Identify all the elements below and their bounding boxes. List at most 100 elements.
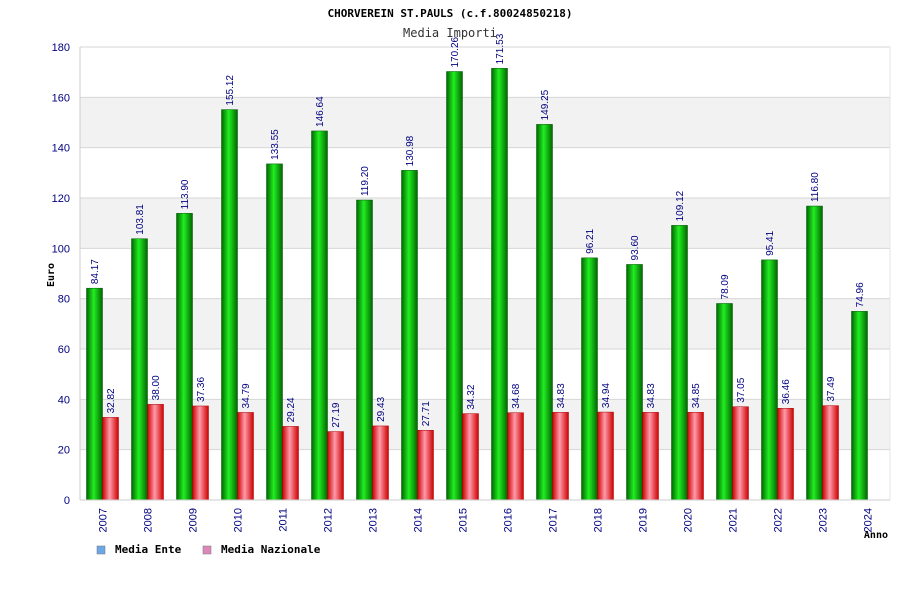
value-label: 37.36	[196, 377, 207, 402]
value-label: 27.71	[421, 401, 432, 426]
value-label: 34.83	[646, 383, 657, 408]
y-axis-label: Euro	[46, 263, 57, 287]
value-label: 34.94	[601, 383, 612, 408]
value-label: 78.09	[720, 274, 731, 299]
bar-media-ente	[716, 303, 733, 501]
y-tick-label: 100	[52, 243, 70, 255]
value-label: 93.60	[630, 235, 641, 260]
legend-label: Media Nazionale	[221, 543, 321, 556]
grid-band	[80, 198, 890, 249]
value-label: 119.20	[360, 166, 371, 196]
x-tick-label: 2021	[728, 508, 740, 532]
bar-media-ente	[176, 213, 193, 501]
value-label: 96.21	[585, 228, 596, 253]
value-label: 146.64	[315, 96, 326, 127]
value-label: 36.46	[781, 379, 792, 404]
x-tick-label: 2020	[683, 508, 695, 532]
bar-media-ente	[851, 311, 868, 501]
value-label: 116.80	[810, 172, 821, 202]
y-tick-label: 0	[64, 495, 70, 507]
legend-swatch	[96, 545, 106, 555]
bar-media-ente	[131, 238, 148, 501]
x-tick-label: 2017	[548, 508, 560, 532]
bar-media-nazionale	[327, 431, 344, 501]
x-tick-label: 2010	[233, 508, 245, 532]
value-label: 37.49	[826, 376, 837, 401]
chart-subtitle: Media Importi	[403, 26, 497, 40]
legend: Media Ente Media Nazionale	[96, 543, 321, 556]
x-axis-ticks: 2007 2008 2009 2010 2011 2012 2013 2014 2015 2016…	[98, 508, 875, 532]
value-label: 130.98	[405, 135, 416, 166]
x-tick-label: 2015	[458, 508, 470, 532]
bar-media-ente	[266, 163, 283, 501]
value-label: 37.05	[736, 377, 747, 402]
bar-media-ente	[446, 71, 463, 501]
grid-band	[80, 97, 890, 148]
bar-media-ente	[806, 205, 823, 501]
chart-title: CHORVEREIN ST.PAULS (c.f.80024850218)	[327, 7, 572, 20]
value-label: 34.79	[241, 383, 252, 408]
value-label: 155.12	[225, 75, 236, 106]
axes	[79, 47, 891, 501]
value-label: 95.41	[765, 230, 776, 255]
bar-media-nazionale	[102, 417, 119, 501]
bar-media-nazionale	[687, 412, 704, 501]
bar-media-ente	[581, 257, 598, 501]
x-tick-label: 2014	[413, 508, 425, 532]
bar-media-ente	[761, 259, 778, 501]
x-tick-label: 2013	[368, 508, 380, 532]
value-label: 113.90	[180, 179, 191, 209]
x-tick-label: 2012	[323, 508, 335, 532]
value-label: 34.32	[466, 384, 477, 409]
bar-media-nazionale	[282, 426, 299, 501]
value-label: 34.68	[511, 383, 522, 408]
bar-media-ente	[401, 170, 418, 501]
y-tick-label: 140	[52, 143, 70, 155]
x-tick-label: 2011	[278, 508, 290, 532]
bar-media-nazionale	[417, 430, 434, 501]
value-label: 38.00	[151, 375, 162, 400]
bar-media-ente	[536, 124, 553, 501]
bar-media-nazionale	[147, 404, 164, 501]
value-label: 103.81	[135, 204, 146, 235]
bar-media-nazionale	[237, 412, 254, 501]
bar-media-nazionale	[822, 405, 839, 501]
bar-media-nazionale	[552, 412, 569, 501]
bar-media-nazionale	[777, 407, 794, 501]
x-tick-label: 2024	[863, 508, 875, 532]
bar-media-ente	[626, 264, 643, 501]
bar-media-ente	[311, 130, 328, 501]
y-tick-label: 20	[58, 445, 70, 457]
x-axis-label: Anno	[864, 530, 888, 541]
value-labels: 84.17 32.82 103.81 38.00 113.90 37.36 155.12 34…	[90, 33, 866, 427]
x-tick-label: 2016	[503, 508, 515, 532]
x-tick-label: 2007	[98, 508, 110, 532]
value-label: 149.25	[540, 89, 551, 120]
bar-media-ente	[671, 225, 688, 501]
bar-media-nazionale	[597, 411, 614, 501]
y-tick-label: 180	[52, 42, 70, 54]
value-label: 29.43	[376, 396, 387, 421]
bar-media-ente	[86, 287, 103, 501]
grid-band	[80, 298, 890, 349]
bar-media-nazionale	[732, 406, 749, 501]
x-tick-label: 2008	[143, 508, 155, 532]
y-tick-label: 80	[58, 294, 70, 306]
legend-swatch	[202, 545, 212, 555]
x-tick-label: 2019	[638, 508, 650, 532]
value-label: 34.85	[691, 383, 702, 408]
x-tick-label: 2018	[593, 508, 605, 532]
value-label: 29.24	[286, 397, 297, 422]
value-label: 84.17	[90, 259, 101, 284]
x-tick-label: 2022	[773, 508, 785, 532]
value-label: 133.55	[270, 129, 281, 160]
value-label: 32.82	[106, 388, 117, 413]
plot-background	[80, 97, 890, 450]
bar-media-nazionale	[462, 413, 479, 501]
value-label: 74.96	[855, 282, 866, 307]
y-tick-label: 40	[58, 394, 70, 406]
value-label: 171.53	[495, 33, 506, 64]
bar-media-nazionale	[192, 405, 209, 501]
value-label: 27.19	[331, 402, 342, 427]
value-label: 109.12	[675, 190, 686, 221]
